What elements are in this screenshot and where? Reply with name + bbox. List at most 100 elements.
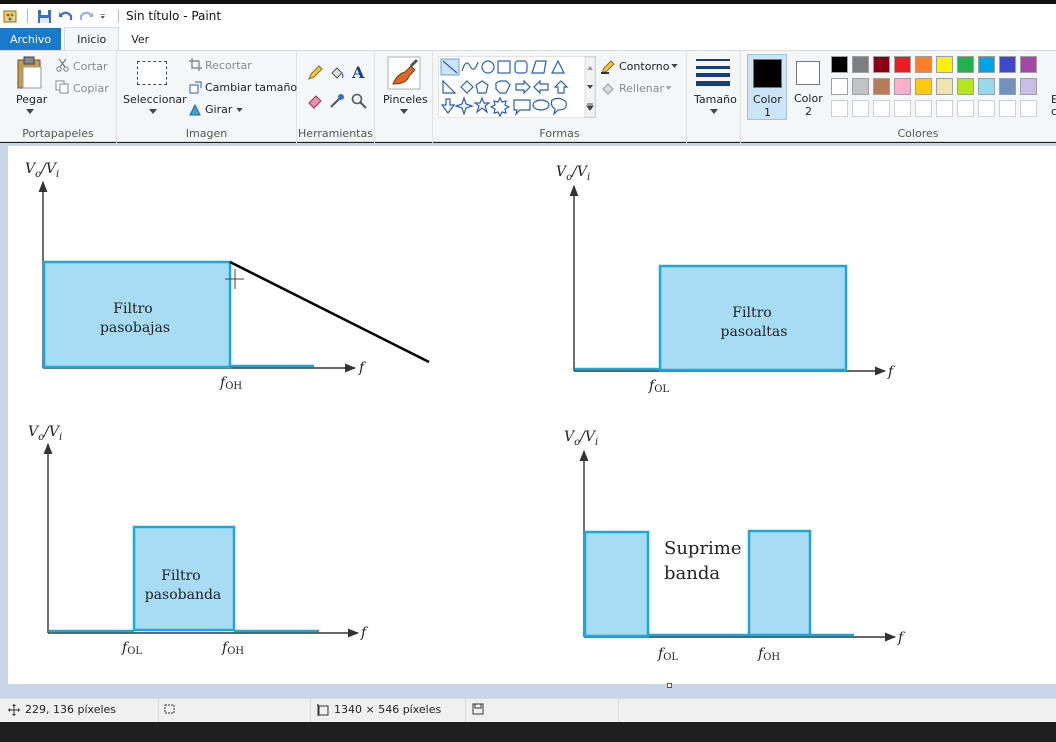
tab-view[interactable]: Ver xyxy=(131,32,150,46)
drawing-canvas[interactable]: Vo/Vi Filtro pasobajas fOH f Vo/ xyxy=(8,146,1056,684)
tab-file[interactable]: Archivo xyxy=(0,28,62,50)
edit-colors-button-partial-2[interactable]: c xyxy=(1051,105,1056,118)
color-swatch[interactable] xyxy=(915,78,932,95)
custom-color-swatch-empty[interactable] xyxy=(957,100,974,117)
color-swatch[interactable] xyxy=(894,56,911,73)
color-picker-icon[interactable] xyxy=(329,93,345,109)
select-dropdown-icon[interactable] xyxy=(149,109,157,114)
fill-dropdown-icon[interactable] xyxy=(665,86,672,90)
fill-button[interactable]: Rellenar xyxy=(619,82,665,95)
crop-icon xyxy=(189,58,202,71)
color-swatch[interactable] xyxy=(873,78,890,95)
color-swatch[interactable] xyxy=(915,56,932,73)
image-group-label: Imagen xyxy=(185,127,228,140)
paste-icon[interactable] xyxy=(15,56,45,90)
custom-color-swatch-empty[interactable] xyxy=(936,100,953,117)
custom-color-swatch-empty[interactable] xyxy=(852,100,869,117)
canvas-resize-handle[interactable] xyxy=(667,683,672,688)
color2-button[interactable]: Color 2 xyxy=(790,54,828,120)
status-separator xyxy=(158,699,159,723)
color-swatch[interactable] xyxy=(957,56,974,73)
bandpass-high-cutoff-label: fOH xyxy=(221,640,244,657)
color-swatch[interactable] xyxy=(831,78,848,95)
magnifier-icon[interactable] xyxy=(351,93,367,109)
quick-access-toolbar xyxy=(0,9,122,24)
color-swatch[interactable] xyxy=(957,78,974,95)
cut-button[interactable]: Cortar xyxy=(73,60,108,73)
color-swatch[interactable] xyxy=(999,78,1016,95)
color-swatch[interactable] xyxy=(1020,56,1037,73)
customize-toolbar-chevron-icon[interactable] xyxy=(100,9,109,24)
image-size-icon xyxy=(317,703,329,716)
tab-home[interactable]: Inicio xyxy=(64,27,120,50)
bandpass-freq-label: f xyxy=(360,625,369,641)
custom-color-swatch-empty[interactable] xyxy=(1020,100,1037,117)
custom-color-swatch-empty[interactable] xyxy=(873,100,890,117)
status-separator-2 xyxy=(310,699,311,723)
color2-number: 2 xyxy=(805,105,812,118)
color-swatch[interactable] xyxy=(852,56,869,73)
color1-number: 1 xyxy=(764,106,771,119)
resize-button[interactable]: Cambiar tamaño xyxy=(205,81,298,94)
clipboard-group-label: Portapapeles xyxy=(22,127,94,140)
rotate-button[interactable]: Girar xyxy=(205,103,233,116)
copy-button[interactable]: Copiar xyxy=(73,82,109,95)
select-button[interactable]: Seleccionar xyxy=(123,93,187,106)
color-swatch[interactable] xyxy=(894,78,911,95)
outline-dropdown-icon[interactable] xyxy=(671,64,678,68)
shapes-gallery[interactable] xyxy=(438,56,596,118)
lowpass-label-line1: Filtro xyxy=(113,301,152,317)
color-swatch[interactable] xyxy=(978,78,995,95)
paste-dropdown-icon[interactable] xyxy=(26,109,34,114)
outline-button[interactable]: Contorno xyxy=(619,60,670,73)
brushes-dropdown-icon[interactable] xyxy=(400,109,408,114)
cursor-position-status: 229, 136 píxeles xyxy=(8,703,116,716)
color-swatch[interactable] xyxy=(936,56,953,73)
text-tool-button[interactable]: A xyxy=(352,63,365,82)
custom-color-swatch-empty[interactable] xyxy=(831,100,848,117)
lowpass-label-line2: pasobajas xyxy=(100,320,170,336)
color-swatch[interactable] xyxy=(873,56,890,73)
color-swatch[interactable] xyxy=(978,56,995,73)
image-size-status: 1340 × 546 píxeles xyxy=(317,703,441,716)
ribbon-tabs: Archivo Inicio Ver xyxy=(0,27,1056,50)
pencil-icon[interactable] xyxy=(307,65,323,81)
paste-button[interactable]: Pegar xyxy=(16,93,48,106)
file-size-status xyxy=(472,703,484,715)
crop-button[interactable]: Recortar xyxy=(205,59,252,72)
size-group: Tamaño xyxy=(687,51,741,143)
size-button[interactable]: Tamaño xyxy=(694,93,737,106)
custom-color-swatch-empty[interactable] xyxy=(999,100,1016,117)
brushes-button[interactable]: Pinceles xyxy=(383,93,428,106)
save-icon[interactable] xyxy=(37,9,52,24)
resize-icon xyxy=(189,81,202,94)
color-swatch[interactable] xyxy=(852,78,869,95)
size-lines-icon[interactable] xyxy=(696,57,730,87)
color1-button[interactable]: Color 1 xyxy=(747,54,787,120)
edit-colors-button-partial[interactable]: E xyxy=(1051,93,1056,106)
clipboard-group: Pegar Cortar Copiar Portapapeles xyxy=(0,51,117,143)
paint-app-icon[interactable] xyxy=(3,9,18,24)
bandstop-low-passband xyxy=(583,530,650,638)
undo-icon[interactable] xyxy=(58,9,73,24)
color-swatch[interactable] xyxy=(936,78,953,95)
fill-bucket-icon[interactable] xyxy=(329,65,345,81)
custom-color-swatch-empty[interactable] xyxy=(978,100,995,117)
tools-group: A Herramientas xyxy=(297,51,375,143)
cursor-position-text: 229, 136 píxeles xyxy=(25,703,117,716)
color-swatch[interactable] xyxy=(999,56,1016,73)
custom-color-swatch-empty[interactable] xyxy=(894,100,911,117)
custom-color-swatch-empty[interactable] xyxy=(915,100,932,117)
color2-label: Color xyxy=(794,92,823,105)
color-swatch[interactable] xyxy=(831,56,848,73)
redo-icon[interactable] xyxy=(79,9,94,24)
fill-icon xyxy=(602,83,614,95)
eraser-icon[interactable] xyxy=(307,93,323,109)
selection-size-icon xyxy=(164,704,175,714)
rotate-dropdown-icon[interactable] xyxy=(236,108,243,112)
size-dropdown-icon[interactable] xyxy=(710,109,718,114)
brush-icon[interactable] xyxy=(387,56,421,90)
bandstop-label-line1: Suprime xyxy=(664,538,742,559)
color-swatch[interactable] xyxy=(1020,78,1037,95)
